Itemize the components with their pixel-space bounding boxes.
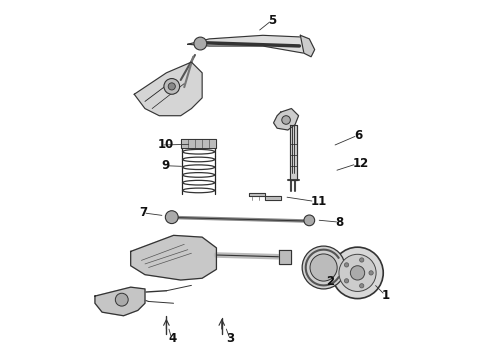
- Text: 8: 8: [336, 216, 344, 229]
- Circle shape: [339, 254, 376, 292]
- Text: 6: 6: [354, 129, 362, 142]
- Circle shape: [282, 116, 291, 124]
- Circle shape: [194, 37, 207, 50]
- Circle shape: [310, 254, 337, 281]
- Text: 5: 5: [268, 14, 276, 27]
- Text: 1: 1: [381, 288, 390, 302]
- Circle shape: [165, 211, 178, 224]
- Polygon shape: [134, 62, 202, 116]
- Text: 4: 4: [168, 333, 176, 346]
- Text: 11: 11: [311, 195, 327, 208]
- Circle shape: [304, 215, 315, 226]
- Circle shape: [344, 263, 349, 267]
- Polygon shape: [279, 249, 292, 264]
- Text: 7: 7: [140, 206, 148, 219]
- Circle shape: [332, 247, 383, 298]
- Text: 10: 10: [157, 139, 174, 152]
- Text: 9: 9: [162, 159, 170, 172]
- Polygon shape: [188, 35, 309, 53]
- Text: 12: 12: [353, 157, 369, 170]
- Circle shape: [360, 284, 364, 288]
- Polygon shape: [273, 109, 298, 130]
- Circle shape: [344, 279, 349, 283]
- Polygon shape: [248, 193, 281, 200]
- Polygon shape: [95, 287, 145, 316]
- Polygon shape: [131, 235, 217, 280]
- Circle shape: [164, 78, 180, 94]
- Text: 2: 2: [326, 275, 335, 288]
- Circle shape: [302, 246, 345, 289]
- Circle shape: [350, 266, 365, 280]
- Circle shape: [360, 258, 364, 262]
- Polygon shape: [181, 139, 217, 148]
- Circle shape: [115, 293, 128, 306]
- Circle shape: [369, 271, 373, 275]
- Text: 3: 3: [226, 333, 235, 346]
- Polygon shape: [290, 125, 297, 180]
- Circle shape: [168, 83, 175, 90]
- Polygon shape: [300, 35, 315, 57]
